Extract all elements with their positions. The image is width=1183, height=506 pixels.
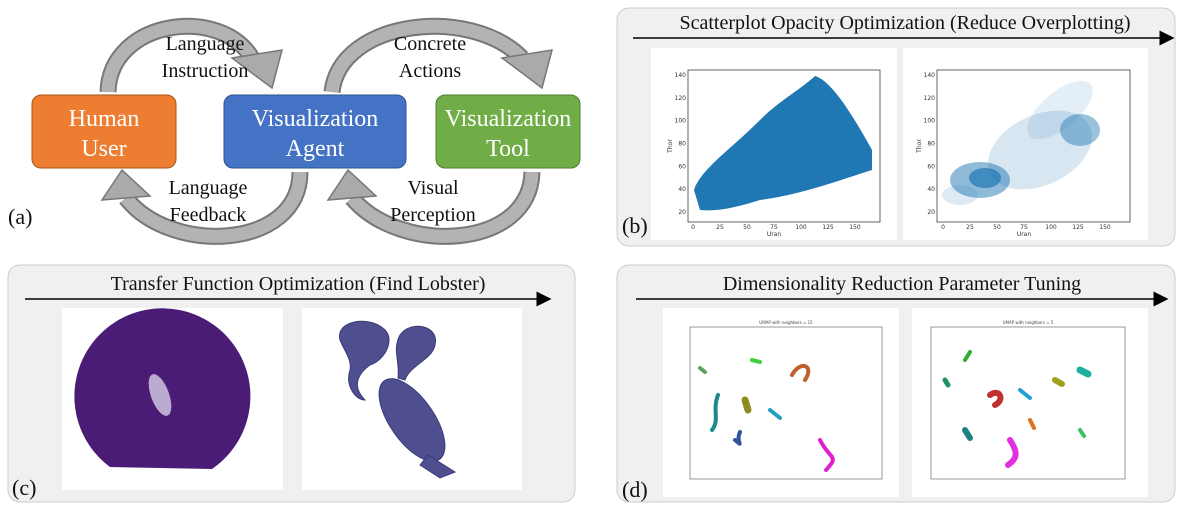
y-tick-label: 140: [924, 72, 936, 79]
x-axis-label: Uran: [1017, 231, 1032, 238]
edge-label: Instruction: [162, 60, 249, 82]
plot-title: UMAP with neighbors = 5: [1003, 320, 1054, 325]
panel-label: (b): [622, 213, 648, 238]
y-tick-label: 120: [675, 95, 687, 102]
plot-image: [663, 308, 899, 497]
node-label: User: [81, 136, 126, 162]
figure: Human User Visualization Agent Visualiza…: [0, 0, 1183, 506]
x-tick-label: 75: [1020, 224, 1028, 231]
edge-label: Feedback: [170, 204, 247, 226]
y-tick-label: 140: [675, 72, 687, 79]
y-tick-label: 40: [678, 186, 686, 193]
edge-label: Visual: [407, 177, 458, 199]
x-tick-label: 150: [1099, 224, 1111, 231]
panel-label: (a): [8, 204, 32, 229]
y-tick-label: 120: [924, 95, 936, 102]
node-label: Tool: [486, 136, 530, 162]
x-tick-label: 100: [795, 224, 807, 231]
edge-label: Actions: [399, 60, 461, 82]
panel-title: Transfer Function Optimization (Find Lob…: [111, 273, 486, 295]
y-tick-label: 20: [678, 209, 686, 216]
y-tick-label: 100: [675, 118, 687, 125]
panel-label: (c): [12, 475, 36, 500]
y-tick-label: 80: [678, 141, 686, 148]
y-axis-label: Thor: [916, 139, 923, 154]
panel-title: Scatterplot Opacity Optimization (Reduce…: [680, 12, 1131, 34]
y-tick-label: 60: [927, 163, 935, 170]
node-label: Visualization: [252, 106, 379, 132]
x-tick-label: 25: [716, 224, 724, 231]
x-tick-label: 50: [993, 224, 1001, 231]
edge-label: Concrete: [394, 33, 466, 55]
panel-label: (d): [622, 477, 648, 502]
y-tick-label: 80: [927, 141, 935, 148]
node-label: Agent: [286, 136, 345, 162]
x-tick-label: 50: [743, 224, 751, 231]
x-tick-label: 75: [770, 224, 778, 231]
x-tick-label: 0: [691, 224, 695, 231]
node-label: Visualization: [445, 106, 572, 132]
x-axis-label: Uran: [767, 231, 782, 238]
x-tick-label: 125: [822, 224, 834, 231]
x-tick-label: 100: [1045, 224, 1057, 231]
panel-title: Dimensionality Reduction Parameter Tunin…: [723, 273, 1081, 295]
edge-label: Language: [169, 177, 248, 199]
plot-title: UMAP with neighbors = 15: [759, 320, 813, 325]
x-tick-label: 25: [966, 224, 974, 231]
edge-label: Language: [166, 33, 245, 55]
y-tick-label: 40: [927, 186, 935, 193]
x-tick-label: 0: [941, 224, 945, 231]
x-tick-label: 125: [1072, 224, 1084, 231]
y-tick-label: 60: [678, 163, 686, 170]
x-tick-label: 150: [849, 224, 861, 231]
node-label: Human: [69, 106, 140, 132]
y-tick-label: 100: [924, 118, 936, 125]
y-tick-label: 20: [927, 209, 935, 216]
plot-image: [912, 308, 1148, 497]
edge-label: Perception: [390, 204, 476, 226]
y-axis-label: Thor: [667, 139, 674, 154]
